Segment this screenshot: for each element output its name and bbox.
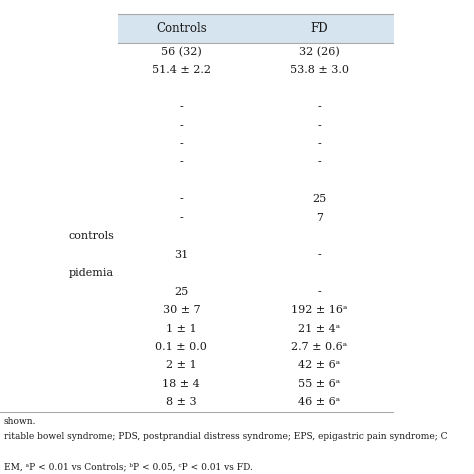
- Text: -: -: [318, 120, 321, 131]
- Text: 1 ± 1: 1 ± 1: [166, 324, 197, 334]
- Bar: [118, 14, 394, 43]
- Text: -: -: [180, 102, 183, 112]
- Text: 30 ± 7: 30 ± 7: [163, 305, 200, 315]
- Text: 46 ± 6ᵃ: 46 ± 6ᵃ: [298, 397, 340, 407]
- Text: FD: FD: [310, 22, 328, 35]
- Text: -: -: [180, 139, 183, 149]
- Text: -: -: [318, 287, 321, 297]
- Text: 2.7 ± 0.6ᵃ: 2.7 ± 0.6ᵃ: [291, 342, 347, 352]
- Text: ritable bowel syndrome; PDS, postprandial distress syndrome; EPS, epigastric pai: ritable bowel syndrome; PDS, postprandia…: [4, 432, 447, 441]
- Text: shown.: shown.: [4, 417, 36, 426]
- Text: pidemia: pidemia: [69, 268, 114, 278]
- Text: 42 ± 6ᵃ: 42 ± 6ᵃ: [298, 360, 340, 370]
- Text: -: -: [318, 139, 321, 149]
- Text: 25: 25: [174, 287, 189, 297]
- Text: -: -: [180, 157, 183, 167]
- Text: 56 (32): 56 (32): [161, 46, 202, 57]
- Text: EM, ᵃP < 0.01 vs Controls; ᵇP < 0.05, ᶜP < 0.01 vs FD.: EM, ᵃP < 0.01 vs Controls; ᵇP < 0.05, ᶜP…: [4, 463, 253, 472]
- Text: 7: 7: [316, 213, 323, 223]
- Text: controls: controls: [68, 231, 114, 241]
- Text: -: -: [180, 213, 183, 223]
- Text: -: -: [318, 102, 321, 112]
- Text: 192 ± 16ᵃ: 192 ± 16ᵃ: [291, 305, 347, 315]
- Text: 18 ± 4: 18 ± 4: [163, 379, 200, 389]
- Text: 21 ± 4ᵃ: 21 ± 4ᵃ: [298, 324, 340, 334]
- Text: -: -: [318, 157, 321, 167]
- Text: -: -: [318, 250, 321, 260]
- Text: 2 ± 1: 2 ± 1: [166, 360, 197, 370]
- Text: 32 (26): 32 (26): [299, 46, 340, 57]
- Text: 0.1 ± 0.0: 0.1 ± 0.0: [155, 342, 207, 352]
- Text: Controls: Controls: [156, 22, 207, 35]
- Text: 55 ± 6ᵃ: 55 ± 6ᵃ: [298, 379, 340, 389]
- Text: -: -: [180, 194, 183, 204]
- Text: 25: 25: [312, 194, 327, 204]
- Text: -: -: [180, 120, 183, 131]
- Text: 31: 31: [174, 250, 189, 260]
- Text: 51.4 ± 2.2: 51.4 ± 2.2: [152, 65, 211, 75]
- Text: 8 ± 3: 8 ± 3: [166, 397, 197, 407]
- Text: 53.8 ± 3.0: 53.8 ± 3.0: [290, 65, 349, 75]
